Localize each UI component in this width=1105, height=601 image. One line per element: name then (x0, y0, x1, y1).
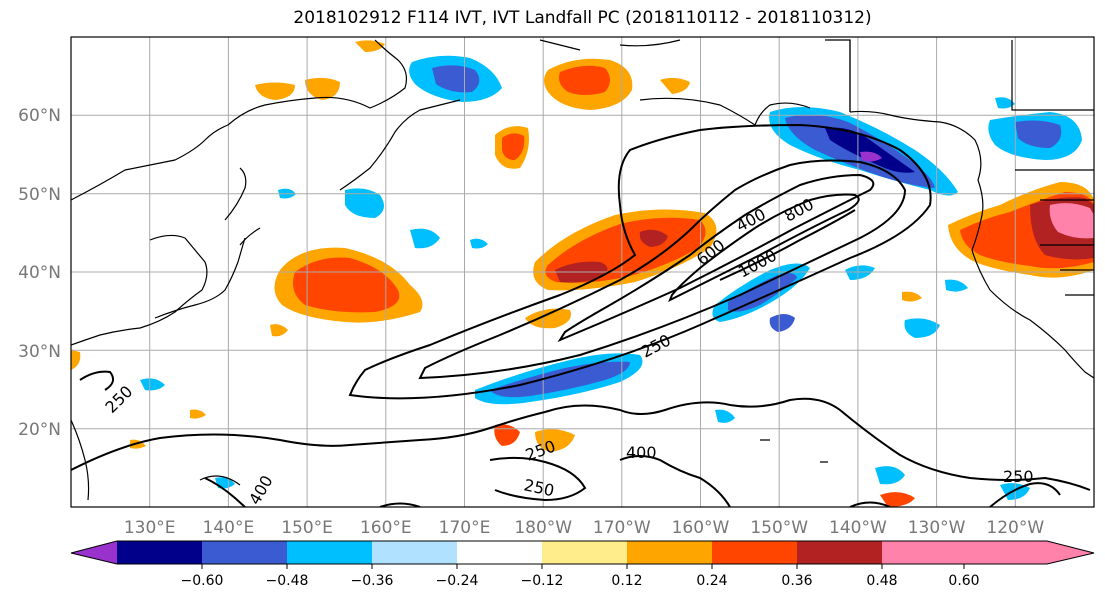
colorbar-bin (117, 541, 202, 564)
lon-tick-label: 160°E (360, 518, 412, 538)
colorbar-bin (712, 541, 797, 564)
colorbar-bin (457, 541, 542, 564)
colorbar-bin (627, 541, 712, 564)
colorbar-outline (70, 540, 1095, 565)
map-frame (70, 36, 1095, 508)
colorbar-tick-label: −0.12 (521, 573, 564, 589)
lon-tick-label: 180°W (514, 518, 572, 538)
colorbar-tick-label: 0.12 (611, 573, 642, 589)
negative-anomaly-shading (140, 55, 1082, 500)
longitude-labels: 130°E 140°E 150°E 160°E 170°E 180°W 170°… (124, 518, 1045, 538)
colorbar-tick-labels: −0.60 −0.48 −0.36 −0.24 −0.12 0.12 0.24 … (181, 573, 980, 589)
colorbar-bin (372, 541, 457, 564)
colorbar: −0.60 −0.48 −0.36 −0.24 −0.12 0.12 0.24 … (70, 540, 1095, 589)
colorbar-bin (287, 541, 372, 564)
contour-label: 250 (1003, 467, 1034, 486)
graticule (71, 37, 1094, 507)
colorbar-bin (882, 541, 964, 564)
contour-label: 400 (626, 443, 657, 462)
lon-tick-label: 170°E (439, 518, 491, 538)
ivt-contours (71, 123, 1091, 507)
colorbar-tick-label: 0.24 (696, 573, 727, 589)
lon-tick-label: 130°E (124, 518, 176, 538)
colorbar-tick-label: −0.36 (351, 573, 394, 589)
colorbar-bin (797, 541, 882, 564)
lon-tick-label: 150°E (281, 518, 333, 538)
lon-tick-label: 160°W (672, 518, 730, 538)
colorbar-tick-label: 0.60 (948, 573, 979, 589)
lat-tick-label: 50°N (18, 185, 61, 205)
colorbar-tick-label: −0.24 (436, 573, 479, 589)
lat-tick-label: 40°N (18, 263, 61, 283)
lat-tick-label: 20°N (18, 420, 61, 440)
lon-tick-label: 120°W (986, 518, 1044, 538)
map-title: 2018102912 F114 IVT, IVT Landfall PC (20… (293, 8, 872, 28)
lon-tick-label: 130°W (908, 518, 966, 538)
colorbar-extend-low (71, 541, 117, 564)
colorbar-tick-label: −0.60 (181, 573, 224, 589)
lon-tick-label: 140°E (203, 518, 255, 538)
lat-tick-label: 30°N (18, 342, 61, 362)
lon-tick-label: 140°W (829, 518, 887, 538)
colorbar-bin (542, 541, 627, 564)
colorbar-tick-label: 0.36 (781, 573, 812, 589)
lat-tick-label: 60°N (18, 106, 61, 126)
map-plot-area (71, 37, 1094, 507)
colorbar-tick-label: 0.48 (866, 573, 897, 589)
colorbar-extend-high (964, 541, 1094, 564)
lon-tick-label: 170°W (593, 518, 651, 538)
coastlines (71, 39, 1094, 501)
colorbar-bin (202, 541, 287, 564)
colorbar-ticks (201, 564, 965, 569)
colorbar-tick-label: −0.48 (266, 573, 309, 589)
lon-tick-label: 150°W (750, 518, 808, 538)
latitude-labels: 20°N 30°N 40°N 50°N 60°N (18, 106, 61, 440)
